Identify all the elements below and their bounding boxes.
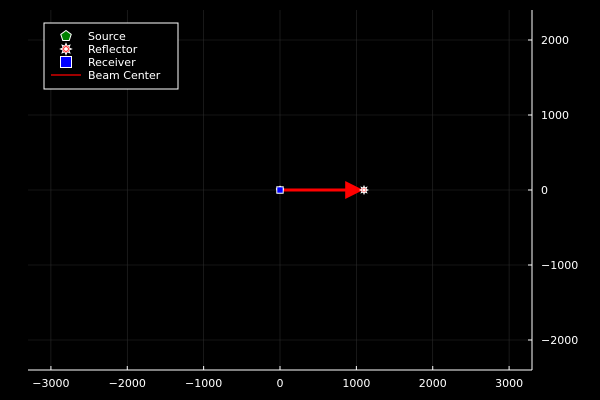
x-tick-label: 0 xyxy=(277,377,284,390)
x-tick-label: −1000 xyxy=(185,377,222,390)
x-tick-label: −2000 xyxy=(109,377,146,390)
y-tick-label: −2000 xyxy=(541,334,578,347)
y-tick-label: 0 xyxy=(541,184,548,197)
legend-receiver-label: Receiver xyxy=(88,56,136,69)
legend-receiver-swatch xyxy=(60,56,72,68)
legend-source-swatch xyxy=(60,29,72,41)
y-tick-label: 2000 xyxy=(541,34,569,47)
x-tick-label: −3000 xyxy=(32,377,69,390)
legend-beam-center-label: Beam Center xyxy=(88,69,161,82)
legend-reflector-label: Reflector xyxy=(88,43,138,56)
tick-labels: −3000 −2000 −1000 0 1000 2000 3000 −2000 −1000 0 1… xyxy=(32,34,578,390)
legend-source-label: Source xyxy=(88,30,126,43)
receiver-point xyxy=(276,186,284,194)
x-tick-label: 2000 xyxy=(419,377,447,390)
y-tick-label: −1000 xyxy=(541,259,578,272)
legend-reflector-swatch-center xyxy=(64,47,68,51)
x-tick-label: 1000 xyxy=(342,377,370,390)
y-tick-label: 1000 xyxy=(541,109,569,122)
axes xyxy=(28,10,533,371)
plot-marks xyxy=(275,181,370,199)
reflector-point-center xyxy=(362,188,366,192)
x-tick-label: 3000 xyxy=(495,377,523,390)
